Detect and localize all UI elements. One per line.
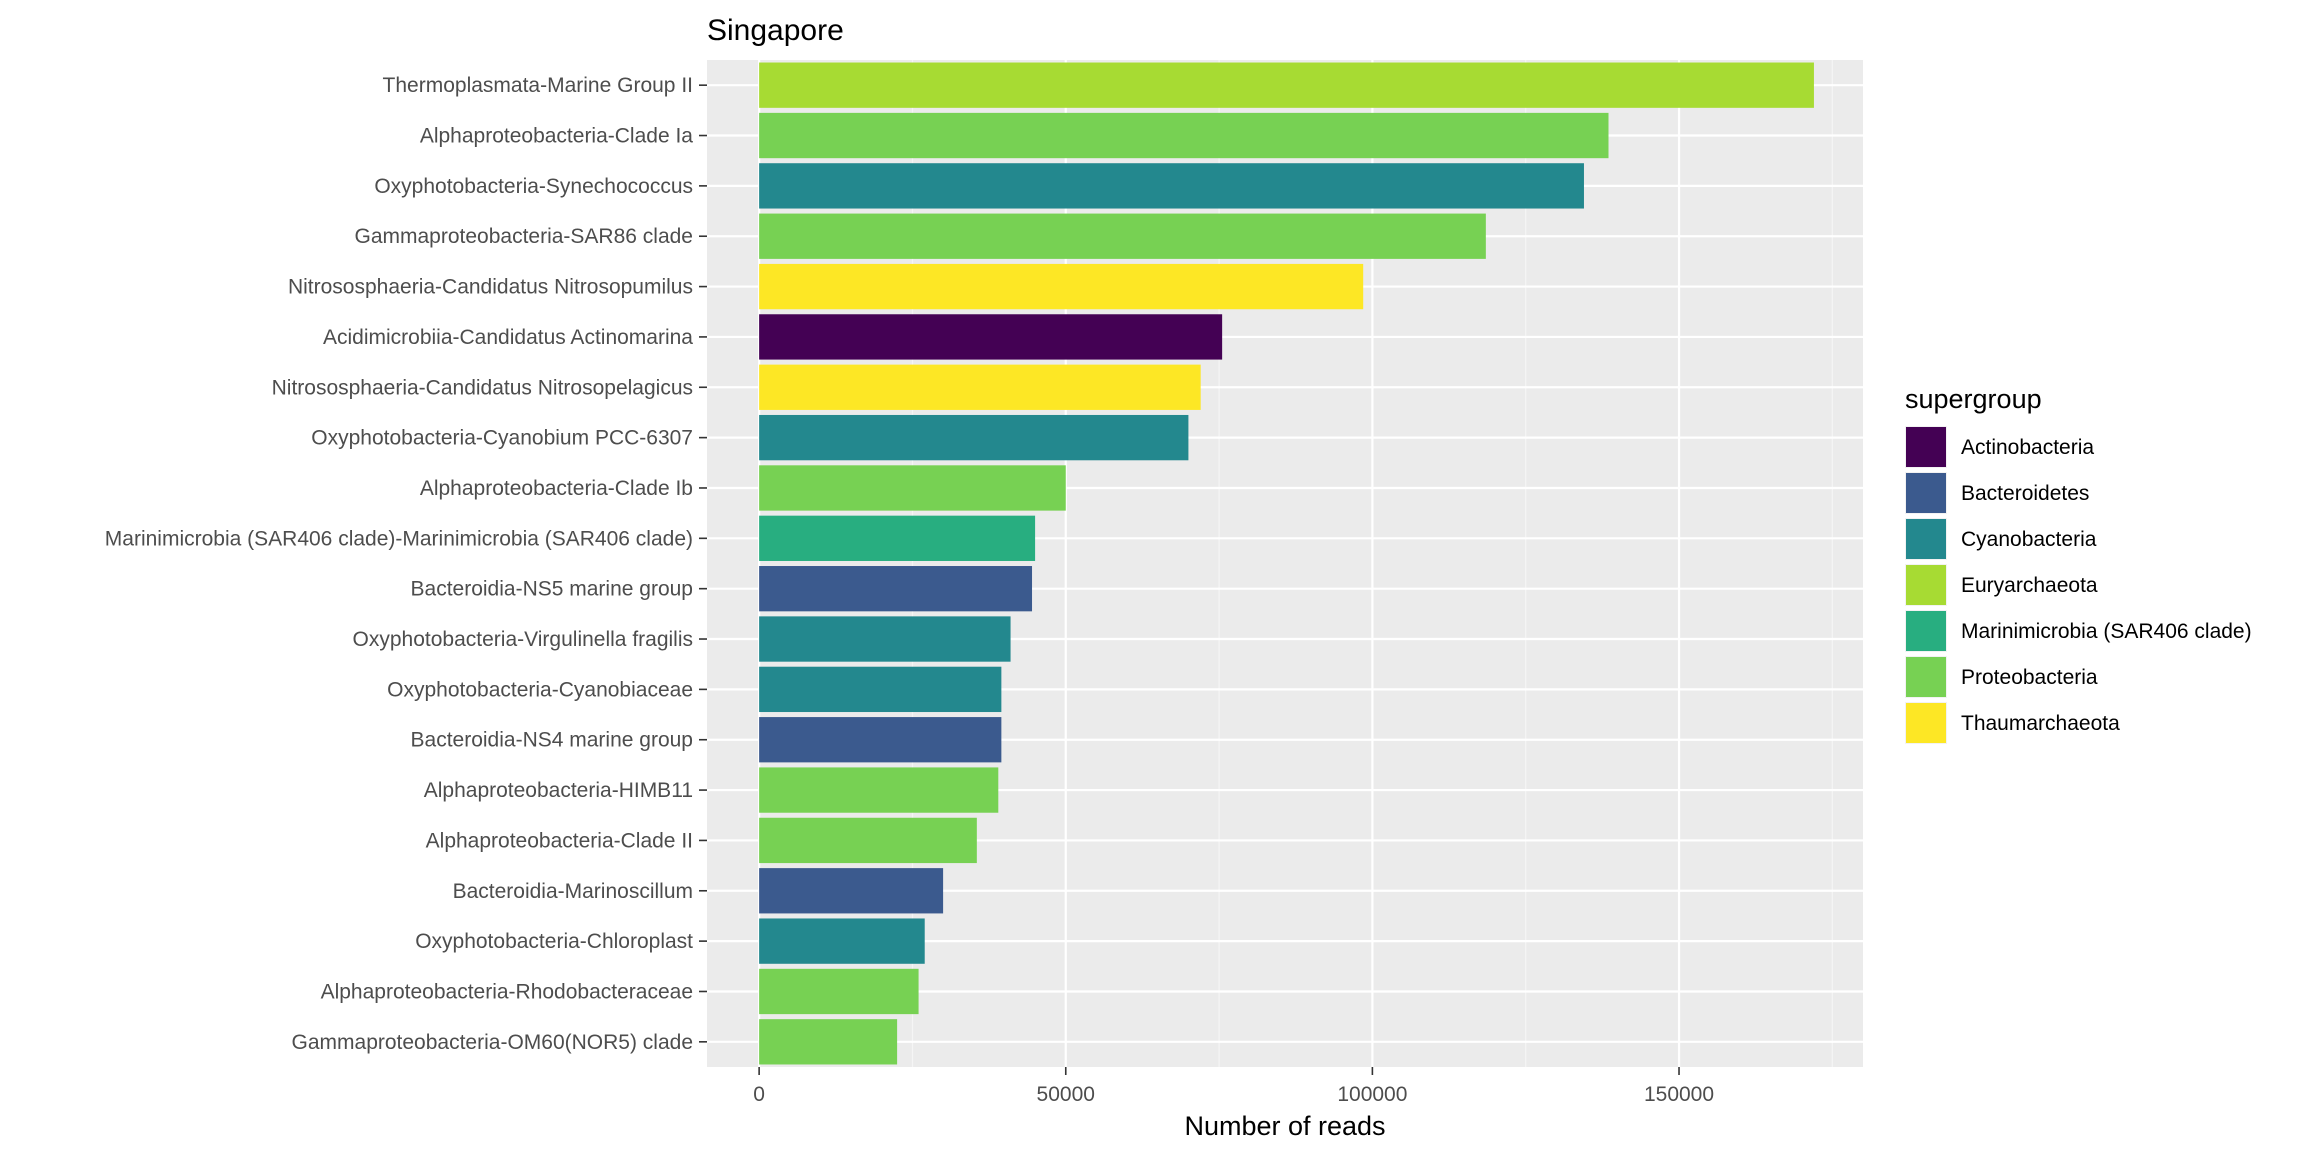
bar <box>759 868 944 914</box>
x-tick-label: 0 <box>753 1083 765 1106</box>
legend-swatch <box>1906 657 1946 697</box>
y-tick-label: Bacteroidia-Marinoscillum <box>453 880 693 903</box>
bar <box>759 112 1609 159</box>
x-tick-label: 150000 <box>1644 1083 1714 1106</box>
legend-swatch <box>1906 565 1946 605</box>
bar <box>759 364 1201 410</box>
y-tick-label: Oxyphotobacteria-Chloroplast <box>415 930 693 953</box>
bar <box>759 414 1189 461</box>
y-axis: Thermoplasmata-Marine Group II Alphaprote… <box>105 74 707 1054</box>
legend-swatch <box>1906 427 1946 467</box>
legend-label: Thaumarchaeota <box>1961 712 2120 735</box>
bar <box>759 767 999 813</box>
bar <box>759 616 1011 662</box>
bar <box>759 817 977 864</box>
legend-swatch <box>1906 473 1946 513</box>
y-tick-label: Bacteroidia-NS5 marine group <box>411 578 693 601</box>
y-tick-label: Marinimicrobia (SAR406 clade)-Marinimicr… <box>105 527 693 550</box>
y-tick-label: Oxyphotobacteria-Cyanobiaceae <box>387 678 693 701</box>
bar <box>759 666 1002 713</box>
chart-title: Singapore <box>707 14 844 47</box>
bar <box>759 465 1066 511</box>
plot-panel <box>707 60 1863 1067</box>
bar <box>759 515 1036 561</box>
y-tick-label: Thermoplasmata-Marine Group II <box>383 74 693 97</box>
y-tick-label: Alphaproteobacteria-Clade Ib <box>420 477 693 500</box>
y-tick-label: Gammaproteobacteria-SAR86 clade <box>354 225 693 248</box>
y-tick-label: Alphaproteobacteria-HIMB11 <box>424 779 693 802</box>
bar <box>759 163 1584 209</box>
bar <box>759 213 1486 259</box>
x-tick-label: 100000 <box>1337 1083 1407 1106</box>
y-tick-label: Oxyphotobacteria-Virgulinella fragilis <box>353 628 693 651</box>
y-tick-label: Alphaproteobacteria-Clade II <box>426 829 693 852</box>
legend-label: Bacteroidetes <box>1961 482 2089 505</box>
bar <box>759 717 1002 763</box>
y-tick-label: Nitrososphaeria-Candidatus Nitrosopelagi… <box>272 376 693 399</box>
legend-swatch <box>1906 611 1946 651</box>
legend-label: Marinimicrobia (SAR406 clade) <box>1961 620 2252 643</box>
bars <box>759 62 1814 1065</box>
bar <box>759 263 1364 310</box>
bar <box>759 918 925 964</box>
legend-items: Actinobacteria Bacteroidetes Cyanobacteria… <box>1905 426 2252 744</box>
x-axis: 0 50000 100000 150000 <box>753 1067 1714 1106</box>
legend-title: supergroup <box>1905 384 2042 414</box>
bar <box>759 62 1814 108</box>
x-tick-label: 50000 <box>1037 1083 1095 1106</box>
legend-label: Euryarchaeota <box>1961 574 2098 597</box>
legend-label: Proteobacteria <box>1961 666 2098 689</box>
bar <box>759 566 1033 612</box>
bar <box>759 314 1223 360</box>
y-tick-label: Bacteroidia-NS4 marine group <box>411 729 693 752</box>
y-tick-label: Oxyphotobacteria-Cyanobium PCC-6307 <box>311 427 693 450</box>
bar <box>759 1019 898 1065</box>
bar <box>759 968 919 1015</box>
legend-swatch <box>1906 519 1946 559</box>
y-tick-label: Alphaproteobacteria-Rhodobacteraceae <box>321 980 693 1003</box>
y-tick-label: Oxyphotobacteria-Synechococcus <box>374 175 693 198</box>
legend-swatch <box>1906 703 1946 743</box>
legend-label: Cyanobacteria <box>1961 528 2097 551</box>
y-tick-label: Acidimicrobiia-Candidatus Actinomarina <box>323 326 693 349</box>
legend-label: Actinobacteria <box>1961 436 2094 459</box>
y-tick-label: Alphaproteobacteria-Clade Ia <box>420 125 693 148</box>
y-tick-label: Gammaproteobacteria-OM60(NOR5) clade <box>292 1031 693 1054</box>
x-axis-label: Number of reads <box>1184 1111 1385 1141</box>
y-tick-label: Nitrososphaeria-Candidatus Nitrosopumilu… <box>288 276 693 299</box>
legend: supergroup Actinobacteria Bacteroidetes Cy… <box>1905 384 2252 744</box>
